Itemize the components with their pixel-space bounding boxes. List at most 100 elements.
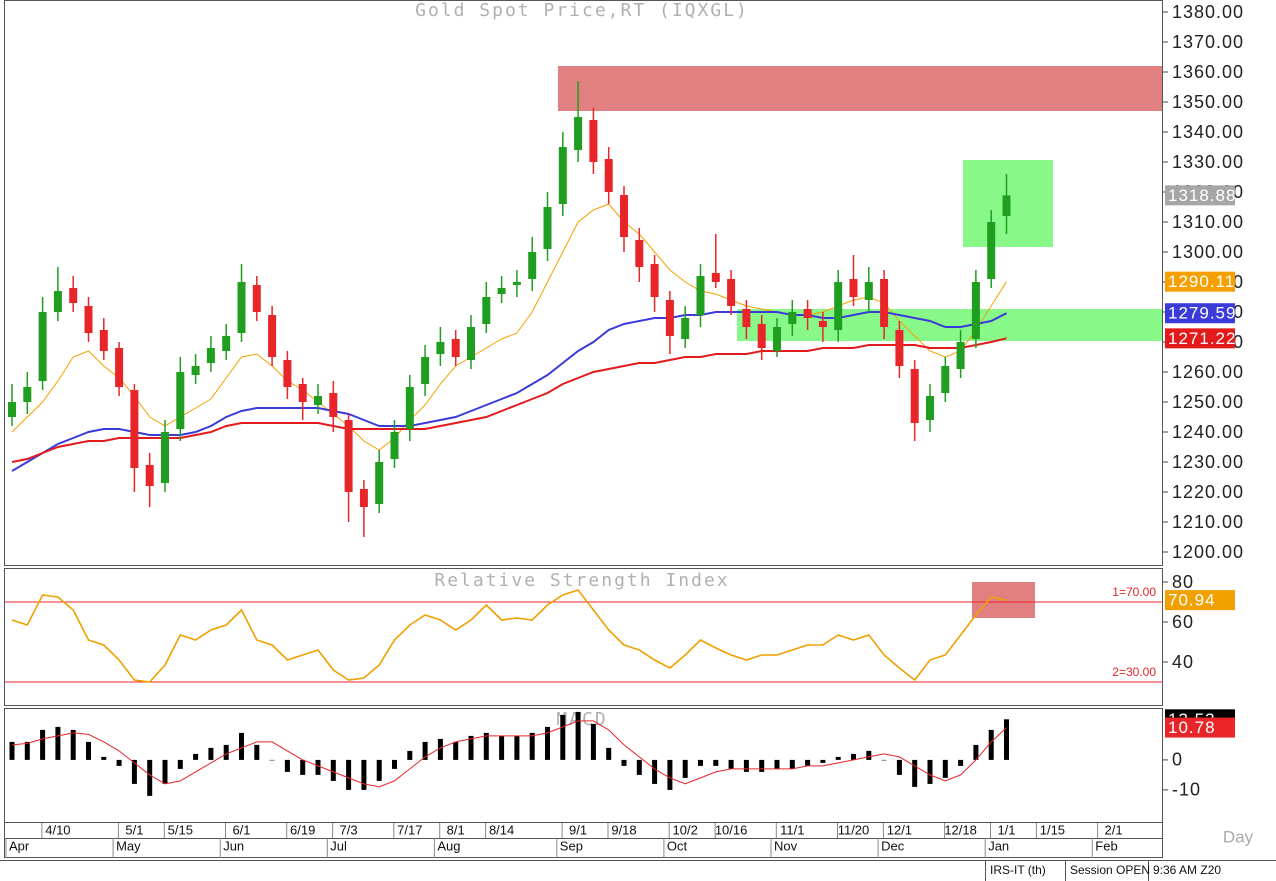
x-tick-label: 9/18: [611, 822, 636, 837]
macd-bar: [789, 759, 795, 769]
x-tick-label: 5/1: [125, 822, 143, 837]
candle-body: [818, 321, 827, 328]
candle-body: [512, 282, 521, 286]
candle-body: [849, 279, 858, 298]
y-tick-label: 1380.00: [1172, 2, 1244, 22]
macd-bar: [866, 750, 872, 760]
x-tick-label: 6/1: [232, 822, 250, 837]
month-label: Oct: [667, 838, 688, 853]
macd-bar: [147, 759, 153, 796]
candle-body: [390, 432, 399, 460]
candle-body: [788, 312, 797, 325]
x-tick-label: 8/14: [489, 822, 514, 837]
ma-tag: 1290.11: [1168, 272, 1235, 291]
macd-bar: [86, 741, 91, 760]
candle-body: [620, 195, 628, 238]
macd-bar: [407, 750, 413, 760]
candle-body: [130, 390, 139, 469]
candle-body: [711, 273, 720, 283]
candle-body: [987, 222, 996, 280]
macd-bar: [55, 726, 61, 760]
y-tick-label: 0: [1172, 750, 1183, 770]
month-label: Jan: [988, 838, 1009, 853]
candle-body: [344, 420, 353, 493]
macd-bar: [162, 759, 168, 784]
candle-body: [451, 339, 460, 358]
candle-body: [206, 348, 215, 364]
y-tick-label: 1220.00: [1172, 482, 1244, 502]
y-tick-label: 60: [1172, 612, 1194, 632]
macd-bar: [269, 759, 275, 761]
macd-bar: [820, 759, 826, 763]
candle-body: [161, 432, 169, 484]
moving-average: [11, 337, 1007, 463]
candle-body: [329, 393, 338, 418]
macd-bar: [193, 753, 199, 760]
macd-bar: [1004, 719, 1009, 760]
candle-body: [834, 282, 843, 331]
macd-bar: [942, 759, 948, 778]
candle-body: [237, 282, 246, 334]
candle-body: [880, 279, 889, 328]
macd-bar: [284, 759, 290, 772]
y-tick-label: 1310.00: [1172, 212, 1244, 232]
macd-bar: [453, 741, 459, 760]
macd-bar: [361, 759, 367, 790]
candle-body: [635, 240, 644, 268]
candle-body: [696, 276, 705, 316]
x-tick-label: 10/16: [715, 822, 748, 837]
macd-bar: [652, 759, 658, 784]
macd-bar: [208, 747, 214, 760]
x-axis-unit: Day: [1223, 827, 1254, 846]
signal-tag-box: [1165, 717, 1235, 738]
candle-body: [53, 291, 62, 313]
y-tick-label: 40: [1172, 652, 1194, 672]
x-tick-label: 12/1: [887, 822, 912, 837]
candle-body: [803, 309, 812, 319]
candle-body: [375, 462, 384, 505]
candle-body: [926, 396, 934, 421]
candle-body: [115, 348, 124, 388]
ma-tag: 1271.22: [1168, 329, 1236, 348]
macd-bar: [835, 756, 841, 760]
candle-body: [222, 336, 231, 352]
y-tick-label: 1360.00: [1172, 62, 1244, 82]
macd-bar: [682, 759, 688, 778]
support-zone: [737, 309, 1163, 341]
x-tick-label: 11/1: [780, 822, 804, 837]
candle-body: [910, 369, 919, 424]
month-label: Apr: [9, 838, 30, 853]
ma-tag-box: [1165, 271, 1235, 292]
x-tick-label: 7/3: [340, 822, 358, 837]
month-label: Aug: [437, 838, 460, 853]
macd-bar: [239, 732, 244, 760]
candle-body: [497, 288, 506, 295]
signal-line: [11, 720, 1007, 788]
status-text: IRS-IT (th): [990, 863, 1046, 877]
rsi-frame: [4, 568, 1163, 706]
candle-body: [69, 288, 78, 304]
macd-bar: [9, 741, 15, 760]
macd-bar: [743, 759, 749, 772]
macd-bar: [40, 729, 46, 760]
month-label: Jun: [223, 838, 244, 853]
macd-bar: [422, 741, 428, 760]
macd-bar: [177, 759, 183, 769]
macd-bar: [560, 714, 566, 760]
candle-body: [681, 318, 690, 340]
macd-bar: [254, 744, 260, 760]
y-tick-label: 1370.00: [1172, 32, 1244, 52]
macd-bar: [300, 759, 306, 775]
macd-bar: [116, 759, 122, 766]
status-text: 9:36 AM Z20: [1153, 863, 1221, 877]
chart-title: Gold Spot Price,RT (IQXGL): [415, 0, 749, 21]
candle-body: [589, 120, 598, 163]
status-text: Session OPEN: [1070, 863, 1150, 877]
macd-bar: [988, 729, 994, 760]
resistance-zone: [558, 66, 1163, 111]
macd-bar: [575, 711, 581, 760]
candle-body: [84, 306, 93, 334]
rsi-tag: 70.94: [1168, 591, 1216, 610]
macd-bar: [851, 753, 856, 760]
candle-body: [176, 372, 185, 430]
